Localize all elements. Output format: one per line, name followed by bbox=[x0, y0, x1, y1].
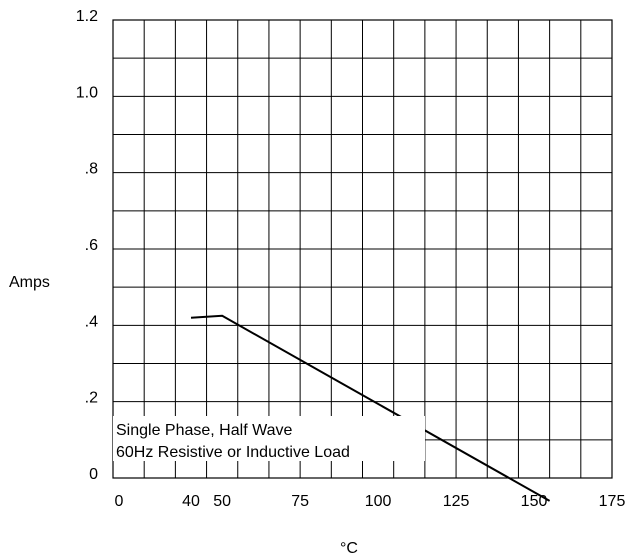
y-tick-label: .4 bbox=[85, 313, 98, 330]
grid bbox=[112, 19, 613, 479]
series-layer bbox=[190, 314, 551, 502]
y-tick-label: 1.2 bbox=[76, 8, 98, 25]
x-tick-label: 175 bbox=[599, 493, 626, 510]
x-axis-label: °C bbox=[340, 540, 358, 557]
x-tick-label: 50 bbox=[213, 493, 231, 510]
y-axis-label: Amps bbox=[9, 274, 50, 291]
x-tick-label: 150 bbox=[521, 493, 548, 510]
series-line-0 bbox=[190, 314, 551, 502]
annotation-line-1: Single Phase, Half Wave bbox=[116, 422, 292, 439]
y-tick-label: 0 bbox=[89, 466, 98, 483]
y-tick-label: 1.0 bbox=[76, 84, 98, 101]
x-tick-label: 40 bbox=[182, 493, 200, 510]
y-tick-label: .8 bbox=[85, 161, 98, 178]
y-tick-label: .2 bbox=[85, 390, 98, 407]
y-tick-label: .6 bbox=[85, 237, 98, 254]
x-tick-label: 75 bbox=[291, 493, 309, 510]
y-tick-labels: 0 .2 .4 .6 .8 1.0 1.2 bbox=[76, 8, 98, 483]
x-tick-labels: 0 40 50 75 100 125 150 175 bbox=[115, 493, 626, 510]
x-tick-label: 0 bbox=[115, 493, 124, 510]
x-tick-label: 125 bbox=[443, 493, 470, 510]
plot-frame bbox=[112, 19, 613, 479]
annotation-background bbox=[113, 416, 425, 461]
x-tick-label: 100 bbox=[365, 493, 392, 510]
annotation-line-2: 60Hz Resistive or Inductive Load bbox=[116, 444, 350, 461]
